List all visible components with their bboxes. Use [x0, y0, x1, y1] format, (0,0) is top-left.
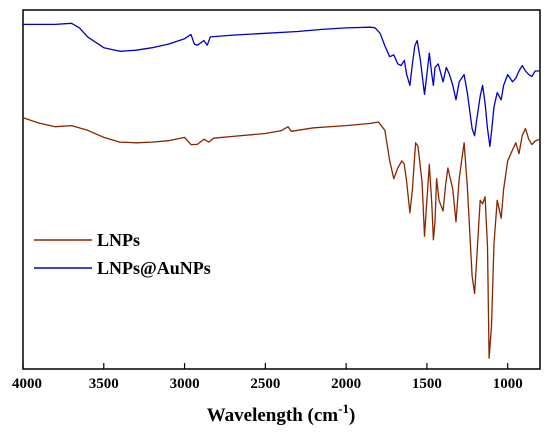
legend-label-0: LNPs	[97, 230, 140, 250]
legend-label-1: LNPs@AuNPs	[97, 258, 211, 278]
legend: LNPs LNPs@AuNPs	[34, 230, 211, 278]
x-tick-label-4: 2000	[331, 376, 361, 392]
x-tick-label-3: 2500	[250, 376, 280, 392]
x-tick-label-5: 1500	[412, 376, 442, 392]
x-axis-ticks	[22, 363, 509, 369]
x-tick-label-6: 1000	[493, 376, 523, 392]
plot-area	[22, 9, 541, 370]
x-axis-title-main: Wavelength (cm	[207, 405, 339, 426]
series-line-0	[22, 117, 541, 359]
x-tick-label-1: 3500	[89, 376, 119, 392]
x-axis-tick-labels: 4000 3500 3000 2500 2000 1500 1000	[12, 376, 523, 392]
x-tick-label-0: 4000	[12, 376, 42, 392]
x-axis-title-suffix: )	[349, 405, 355, 426]
series-layer	[22, 22, 541, 359]
x-axis-title: Wavelength (cm-1)	[207, 401, 356, 426]
x-axis-title-superscript: -1	[338, 401, 349, 416]
series-line-1	[23, 22, 540, 148]
x-tick-label-2: 3000	[170, 376, 200, 392]
plot-frame	[22, 9, 541, 370]
